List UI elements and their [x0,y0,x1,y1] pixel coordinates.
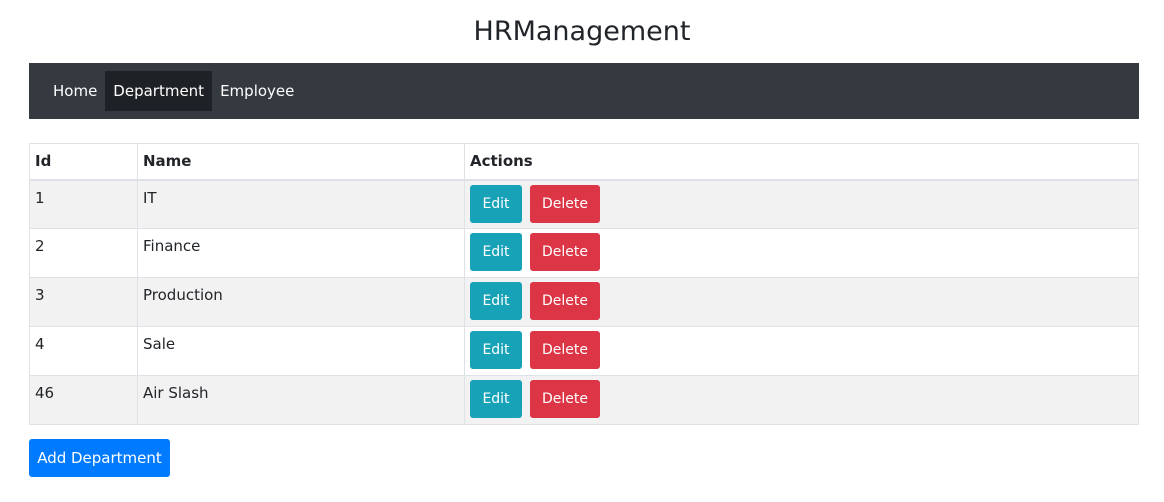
cell-actions: Edit Delete [464,277,1139,327]
cell-actions: Edit Delete [464,326,1139,376]
table-row: 46 Air Slash Edit Delete [29,375,1139,425]
table-row: 3 Production Edit Delete [29,277,1139,327]
column-header-actions: Actions [464,143,1139,181]
delete-button[interactable]: Delete [530,331,600,369]
app-title: HRManagement [473,16,691,47]
delete-button[interactable]: Delete [530,282,600,320]
cell-actions: Edit Delete [464,179,1139,229]
navbar: Home Department Employee [29,63,1139,119]
cell-name: Finance [137,228,465,278]
table-header-row: Id Name Actions [29,143,1139,181]
cell-id: 46 [29,375,138,425]
cell-actions: Edit Delete [464,375,1139,425]
cell-name: Production [137,277,465,327]
column-header-name: Name [137,143,465,181]
table-row: 1 IT Edit Delete [29,179,1139,229]
delete-button[interactable]: Delete [530,233,600,271]
department-table: Id Name Actions 1 IT Edit Delete 2 Financ… [29,143,1139,425]
delete-button[interactable]: Delete [530,380,600,418]
nav-link-home[interactable]: Home [53,82,98,100]
nav-link-employee[interactable]: Employee [220,82,295,100]
table-row: 2 Finance Edit Delete [29,228,1139,278]
cell-id: 1 [29,179,138,229]
cell-name: Air Slash [137,375,465,425]
column-header-id: Id [29,143,138,181]
cell-actions: Edit Delete [464,228,1139,278]
cell-id: 4 [29,326,138,376]
edit-button[interactable]: Edit [470,380,522,418]
nav-link-department[interactable]: Department [105,71,213,111]
edit-button[interactable]: Edit [470,233,522,271]
cell-id: 2 [29,228,138,278]
edit-button[interactable]: Edit [470,331,522,369]
cell-name: IT [137,179,465,229]
table-row: 4 Sale Edit Delete [29,326,1139,376]
cell-name: Sale [137,326,465,376]
edit-button[interactable]: Edit [470,282,522,320]
add-department-button[interactable]: Add Department [29,439,170,477]
edit-button[interactable]: Edit [470,184,522,223]
cell-id: 3 [29,277,138,327]
delete-button[interactable]: Delete [530,184,600,223]
